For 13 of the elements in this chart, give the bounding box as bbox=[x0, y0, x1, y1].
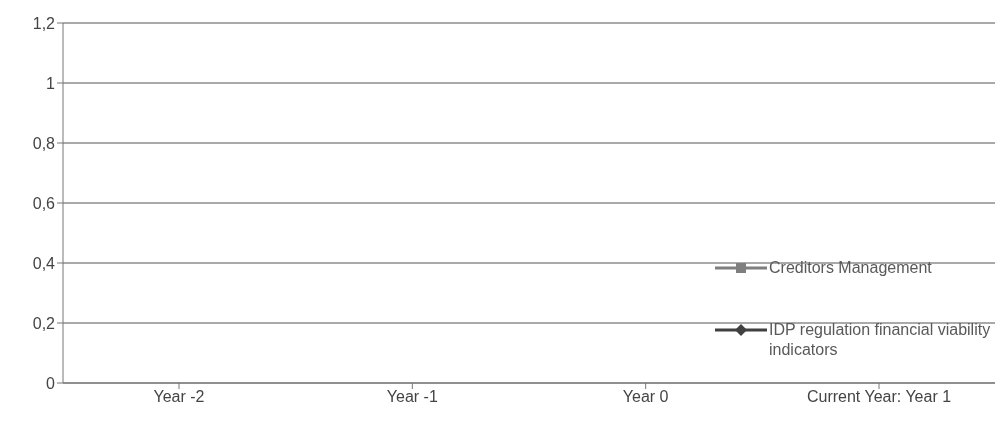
y-tick-label: 1,2 bbox=[32, 14, 56, 32]
legend-label: IDP regulation financial viability indicators bbox=[769, 320, 992, 360]
x-tick-label: Current Year: Year 1 bbox=[806, 388, 952, 406]
y-tick-label: 0,4 bbox=[32, 254, 56, 272]
x-tick-label: Year -2 bbox=[153, 388, 205, 406]
y-tick-label: 0,8 bbox=[32, 134, 56, 152]
y-tick-label: 0,6 bbox=[32, 194, 56, 212]
x-tick-label: Year -1 bbox=[386, 388, 438, 406]
x-tick-label: Year 0 bbox=[622, 388, 669, 406]
y-tick-label: 0 bbox=[46, 374, 56, 392]
y-tick-label: 0,2 bbox=[32, 314, 56, 332]
y-tick-label: 1 bbox=[46, 74, 56, 92]
legend-label: Creditors Management bbox=[769, 258, 932, 278]
